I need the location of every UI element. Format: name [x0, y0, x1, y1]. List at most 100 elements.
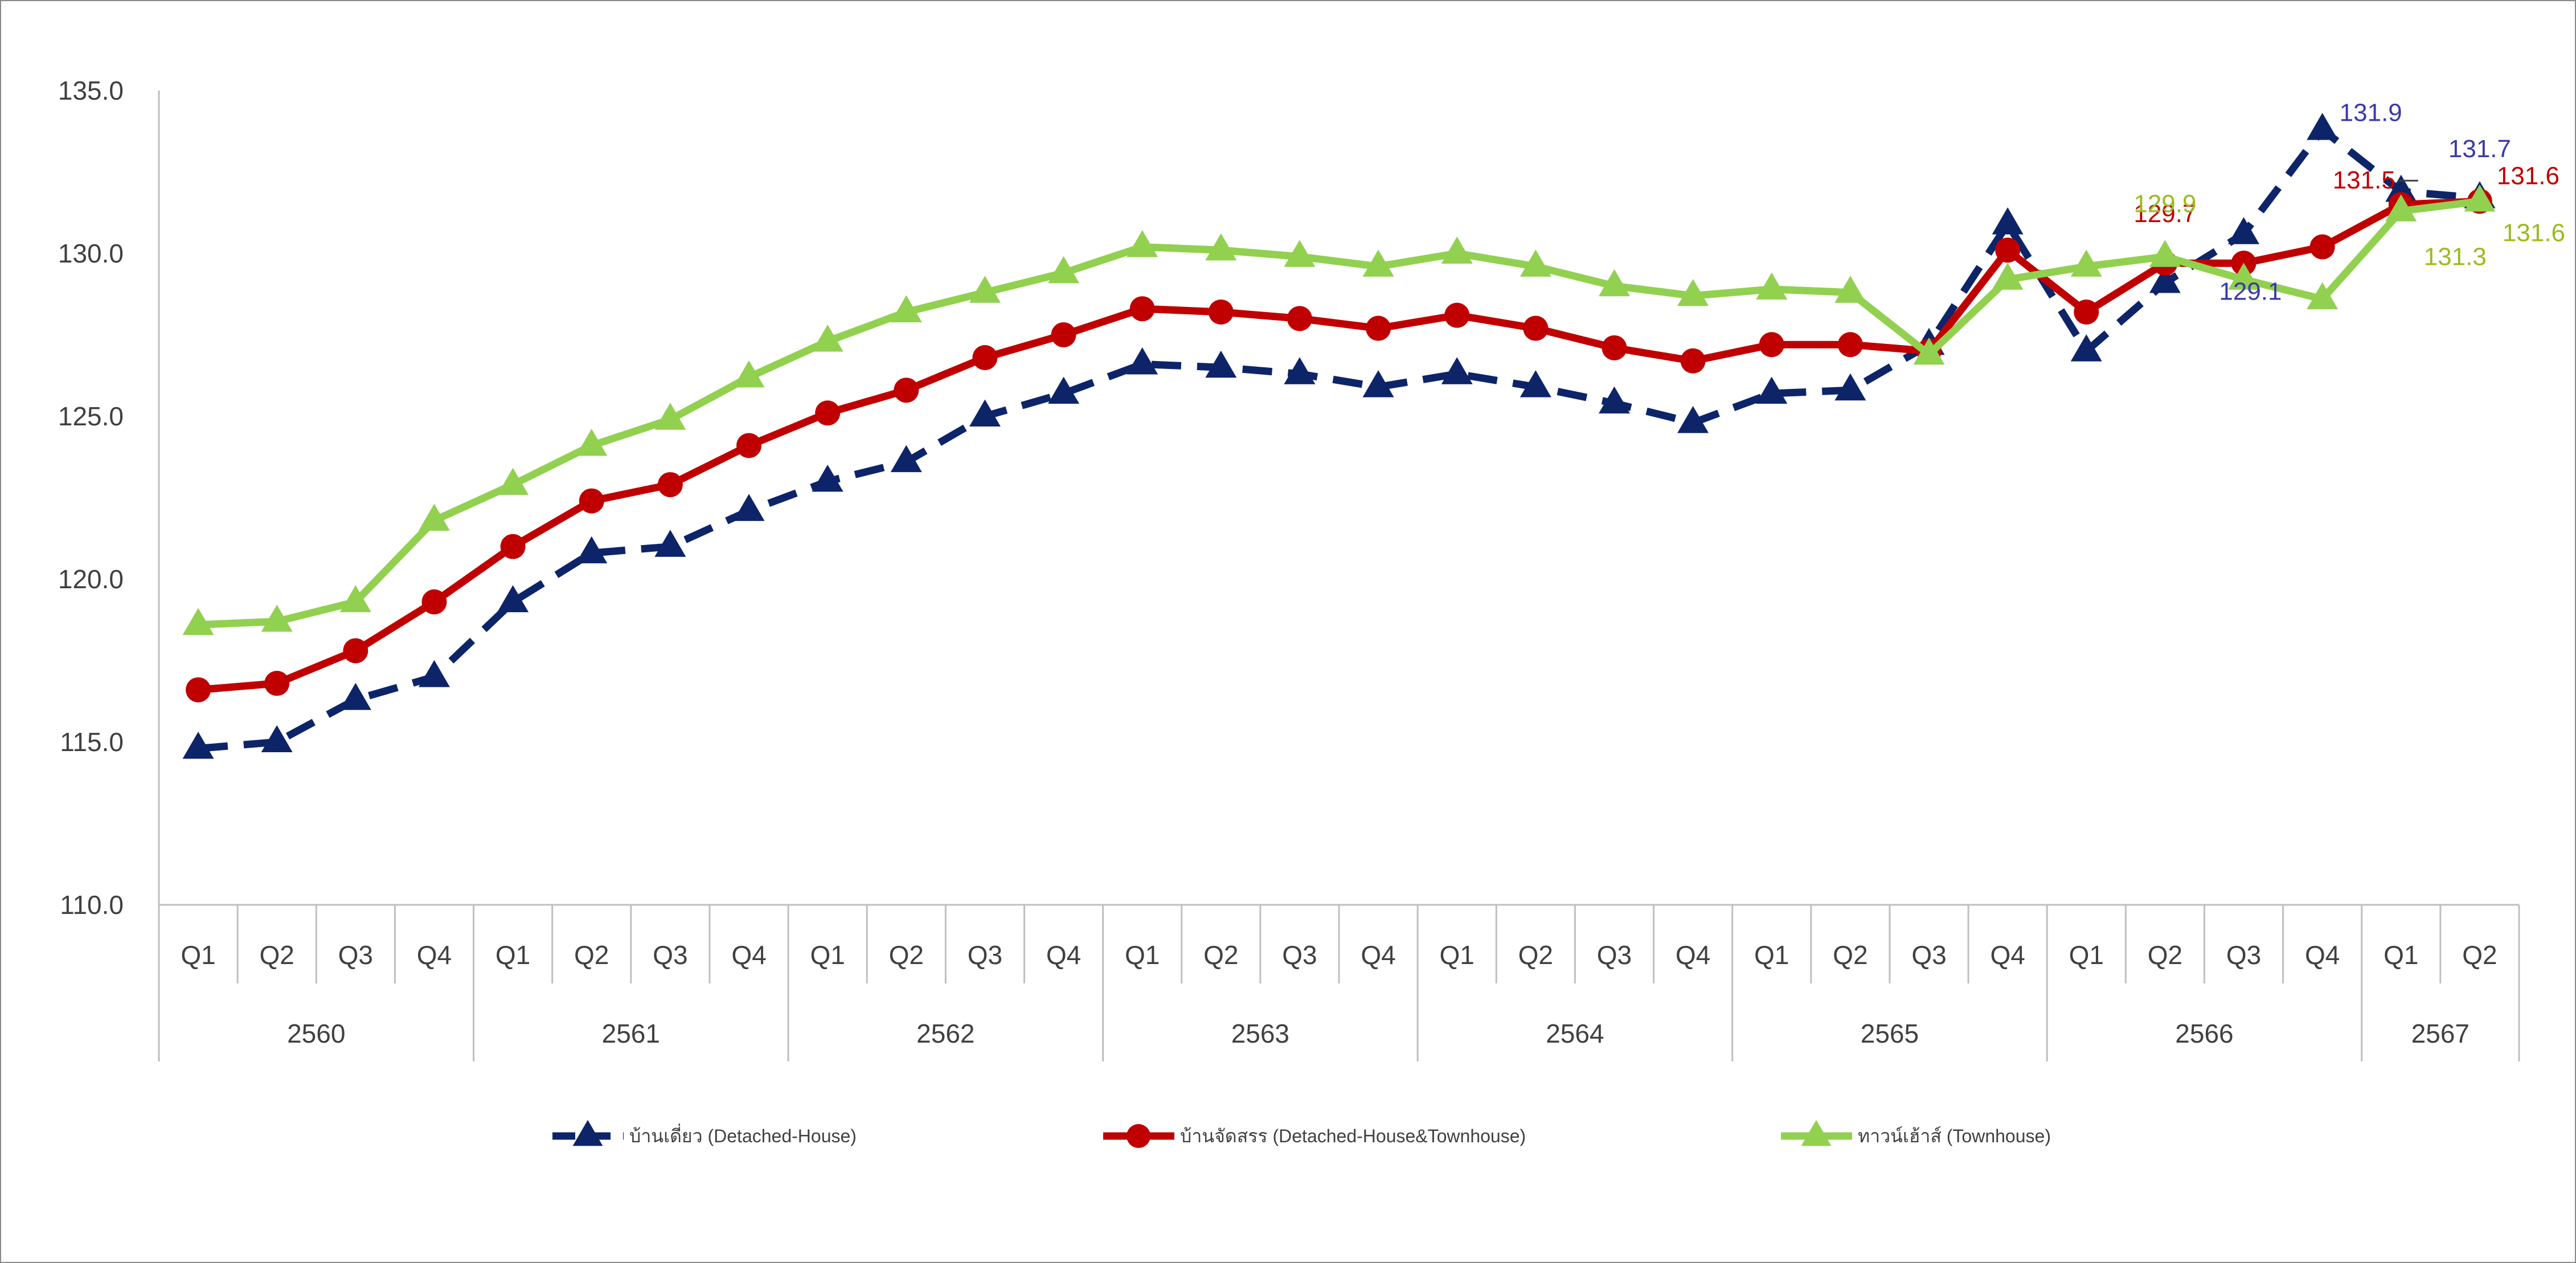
data-point [343, 638, 368, 663]
data-point [890, 445, 922, 473]
x-tick-label: Q3 [1597, 940, 1632, 970]
data-point [890, 295, 922, 323]
data-point [182, 731, 214, 759]
data-point [657, 472, 683, 498]
x-tick-label: Q3 [2226, 940, 2261, 970]
data-point [1208, 299, 1234, 325]
year-label: 2560 [287, 1019, 345, 1048]
legend-label: ทาวน์เฮ้าส์ (Townhouse) [1858, 1126, 2051, 1146]
data-point [1992, 207, 2024, 235]
data-point [2309, 234, 2335, 260]
x-tick-label: Q4 [1990, 940, 2025, 970]
x-tick-label: Q2 [1203, 940, 1238, 970]
data-label: 131.9 [2340, 99, 2402, 127]
data-point [1834, 373, 1866, 401]
data-point [2228, 217, 2260, 244]
data-point [2070, 334, 2102, 362]
x-tick-label: Q4 [1361, 940, 1395, 970]
x-tick-label: Q2 [1518, 940, 1553, 970]
x-tick-label: Q1 [2069, 940, 2104, 970]
data-point [1756, 376, 1788, 404]
data-point [261, 604, 293, 632]
data-point [1284, 240, 1316, 267]
data-point [1756, 272, 1788, 300]
data-point [812, 324, 843, 352]
data-point [1834, 276, 1866, 303]
data-point [339, 683, 371, 710]
data-point [576, 536, 608, 564]
x-tick-label: Q1 [181, 940, 215, 970]
data-point [1598, 386, 1630, 414]
data-point [2307, 113, 2339, 140]
year-label: 2561 [602, 1019, 660, 1048]
x-tick-label: Q3 [653, 940, 687, 970]
year-label: 2562 [916, 1019, 974, 1048]
data-point [497, 585, 529, 613]
year-label: 2563 [1231, 1019, 1289, 1048]
year-label: 2565 [1861, 1019, 1919, 1048]
data-point [1520, 370, 1551, 397]
x-tick-label: Q4 [731, 940, 766, 970]
data-point [182, 608, 214, 635]
y-tick-label: 115.0 [60, 727, 124, 757]
data-point [1602, 335, 1627, 360]
data-point [1837, 332, 1863, 358]
x-tick-label: Q4 [2305, 940, 2340, 970]
x-tick-label: Q4 [1046, 940, 1081, 970]
data-point [1913, 337, 1945, 365]
x-tick-label: Q1 [1754, 940, 1789, 970]
data-point [1677, 278, 1709, 306]
x-tick-label: Q3 [338, 940, 373, 970]
data-point [576, 429, 608, 456]
data-point [500, 534, 526, 559]
data-point [812, 464, 843, 492]
data-point [2074, 299, 2099, 325]
data-point [1523, 315, 1549, 341]
x-tick-label: Q1 [810, 940, 845, 970]
data-point [1441, 357, 1473, 384]
data-point [418, 660, 450, 687]
data-point [261, 725, 293, 753]
x-tick-label: Q2 [260, 940, 294, 970]
data-point [654, 403, 686, 430]
x-tick-label: Q1 [1440, 940, 1475, 970]
data-point [2149, 240, 2181, 267]
data-label: 129.7 [2133, 200, 2196, 228]
data-point [1129, 296, 1155, 322]
data-point [1759, 332, 1784, 358]
data-point [1441, 236, 1473, 264]
y-tick-label: 110.0 [60, 890, 124, 920]
data-point [579, 488, 604, 514]
series-line [198, 198, 2480, 629]
data-label: 129.1 [2219, 277, 2282, 305]
x-tick-label: Q2 [1833, 940, 1868, 970]
data-point [264, 671, 290, 696]
data-label: 131.7 [2448, 135, 2511, 163]
data-point [1127, 347, 1158, 375]
data-point [1051, 322, 1076, 347]
data-point [1205, 350, 1237, 378]
data-point [1680, 348, 1706, 374]
y-tick-label: 125.0 [58, 401, 124, 431]
x-tick-label: Q2 [2148, 940, 2182, 970]
data-point [2464, 184, 2496, 212]
x-tick-label: Q4 [417, 940, 452, 970]
data-label: 131.5 [2333, 166, 2395, 194]
x-tick-label: Q2 [2462, 940, 2497, 970]
data-point [1362, 370, 1394, 397]
data-point [1048, 256, 1080, 284]
data-point [1048, 376, 1080, 404]
data-point [969, 276, 1001, 303]
data-point [815, 400, 841, 426]
data-point [1205, 233, 1237, 261]
x-tick-label: Q1 [2383, 940, 2418, 970]
data-point [1677, 405, 1709, 433]
x-tick-label: Q3 [968, 940, 1002, 970]
data-point [421, 589, 447, 615]
data-point [418, 503, 450, 531]
data-point [339, 585, 371, 613]
y-tick-label: 130.0 [58, 239, 124, 268]
x-tick-label: Q2 [889, 940, 924, 970]
